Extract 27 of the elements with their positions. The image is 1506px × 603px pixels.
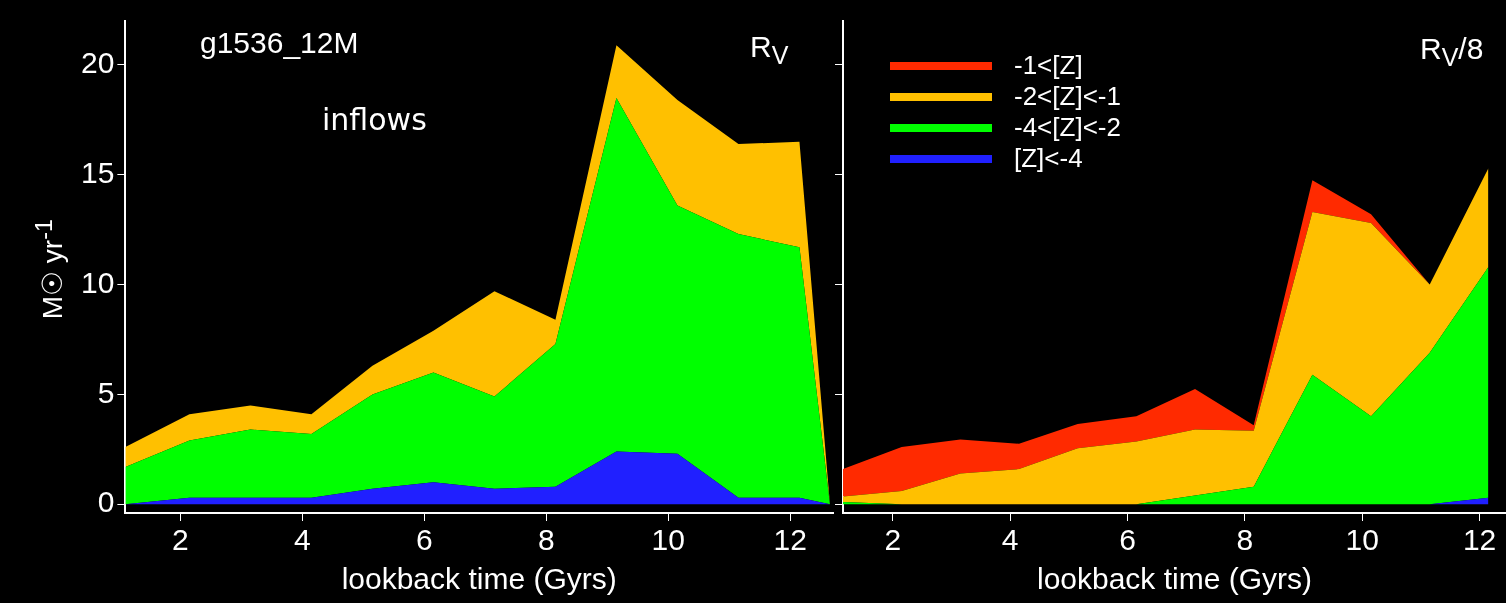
legend-label: -4<[Z]<-2 — [1014, 112, 1121, 143]
annotation: R$_{V}$ — [750, 30, 789, 69]
x-tick-label: 6 — [1119, 523, 1136, 557]
y-tick-label: 10 — [80, 265, 115, 299]
y-tick-label: 20 — [80, 46, 115, 80]
y-tick-label: 0 — [97, 485, 115, 519]
legend-label: -1<[Z] — [1014, 50, 1083, 81]
x-tick-label: 8 — [537, 523, 555, 557]
x-tick-label: 12 — [1462, 523, 1497, 557]
x-axis-title: lookback time (Gyrs) — [1036, 562, 1313, 596]
y-tick-label: 5 — [97, 375, 115, 409]
legend-label: [Z]<-4 — [1014, 143, 1083, 174]
x-tick-label: 6 — [415, 523, 433, 557]
annotation: R$_{V}$/8 — [1420, 32, 1484, 71]
annotation: inflows — [322, 102, 427, 137]
x-tick-label: 12 — [773, 523, 807, 557]
x-axis-title: lookback time (Gyrs) — [341, 562, 617, 596]
x-tick-label: 2 — [171, 523, 189, 557]
x-tick-label: 2 — [884, 523, 902, 557]
x-tick-label: 10 — [651, 523, 685, 557]
x-tick-label: 8 — [1236, 523, 1254, 557]
x-tick-label: 4 — [1001, 523, 1019, 557]
annotation: g1536_12M — [200, 26, 359, 59]
x-tick-label: 4 — [293, 523, 311, 557]
x-tick-label: 10 — [1345, 523, 1379, 557]
y-tick-label: 15 — [80, 156, 115, 190]
legend-label: -2<[Z]<-1 — [1014, 81, 1121, 112]
